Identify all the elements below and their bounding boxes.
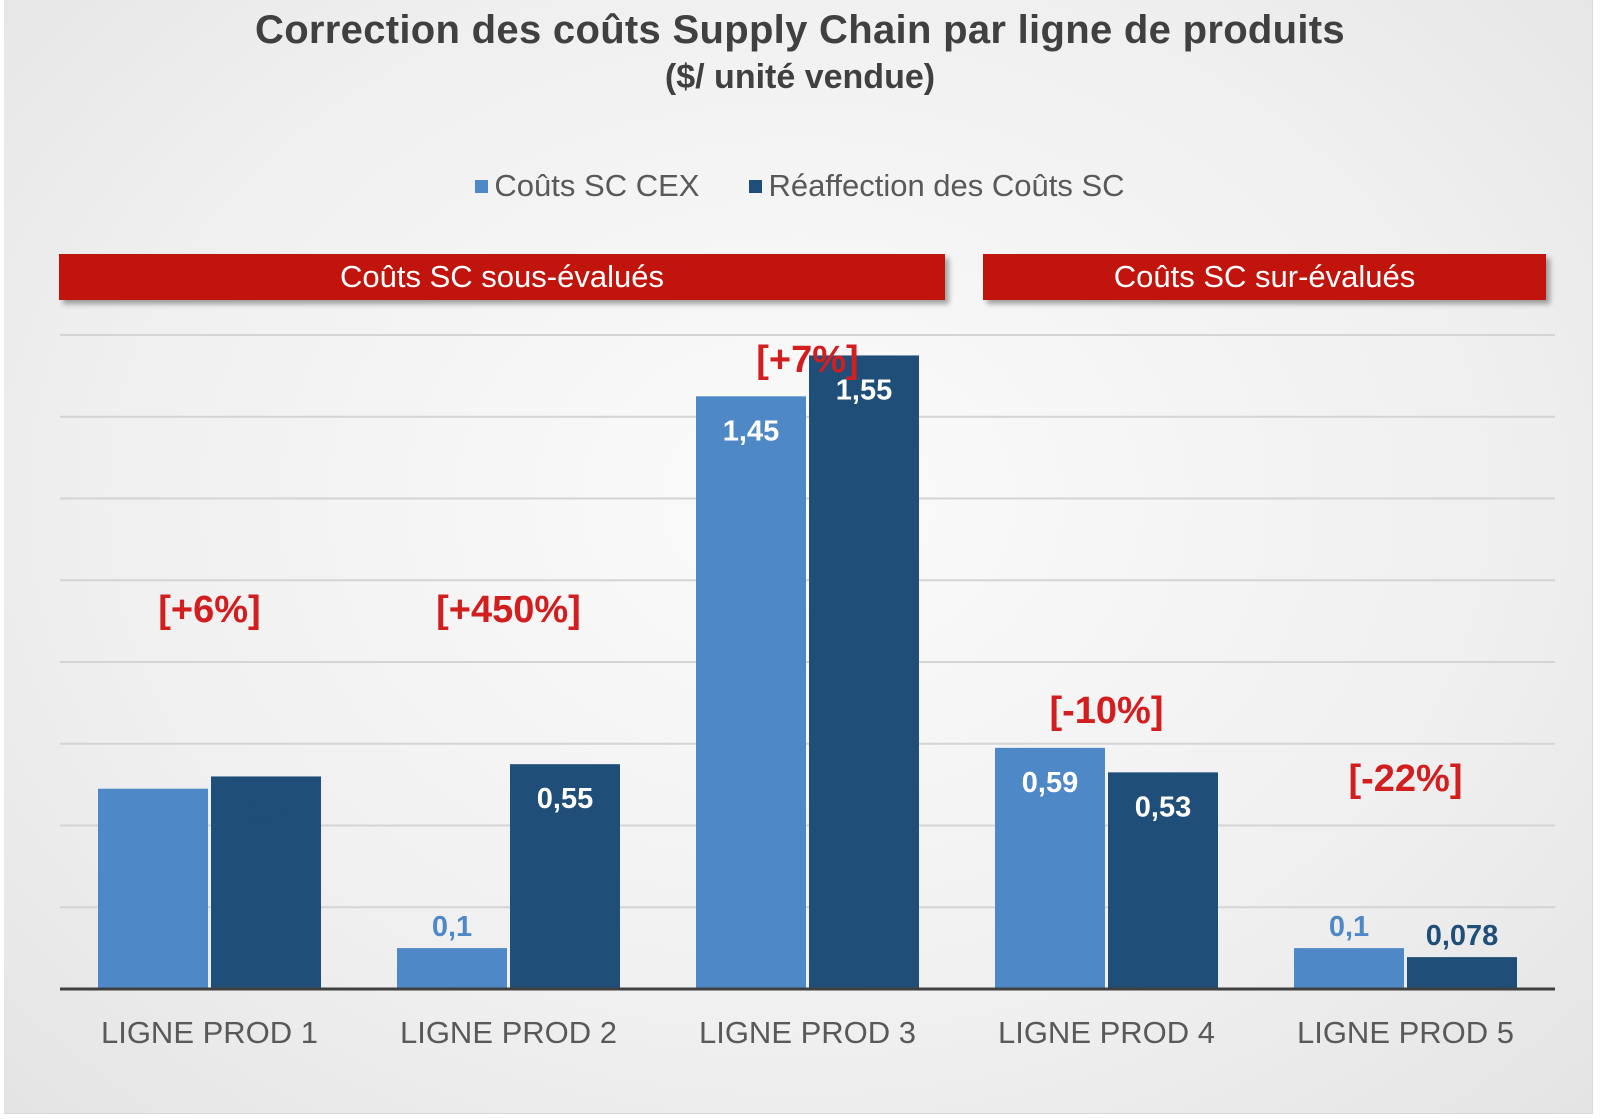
- value-label-realloc-2: 0,55: [537, 783, 593, 815]
- value-label-realloc-3: 1,55: [836, 374, 892, 406]
- variation-label-5: [-22%]: [1348, 758, 1462, 800]
- bar-cex-5: [1294, 948, 1404, 989]
- category-label-1: LIGNE PROD 1: [101, 1015, 318, 1050]
- bar-cex-2: [397, 948, 507, 989]
- bar-cex-1: [98, 788, 208, 989]
- banner-underestimated: Coûts SC sous-évalués: [59, 254, 945, 300]
- variation-label-4: [-10%]: [1049, 690, 1163, 732]
- legend-item-realloc: Réaffection des Coûts SC: [749, 168, 1125, 204]
- legend: Coûts SC CEX Réaffection des Coûts SC: [0, 168, 1600, 204]
- chart-title: Correction des coûts Supply Chain par li…: [255, 8, 1345, 52]
- bar-cex-3: [696, 396, 806, 989]
- bar-realloc-4: [1108, 772, 1218, 989]
- bar-realloc-2: [510, 764, 620, 989]
- bar-realloc-3: [809, 355, 919, 989]
- legend-label-realloc: Réaffection des Coûts SC: [768, 168, 1125, 203]
- bar-realloc-5: [1407, 957, 1517, 989]
- banner-underestimated-label: Coûts SC sous-évalués: [340, 259, 664, 294]
- chart-subtitle: ($/ unité vendue): [664, 58, 936, 96]
- category-label-2: LIGNE PROD 2: [400, 1015, 617, 1050]
- category-label-5: LIGNE PROD 5: [1297, 1015, 1514, 1050]
- variation-label-3: [+7%]: [756, 339, 858, 381]
- legend-item-cex: Coûts SC CEX: [475, 168, 699, 204]
- value-label-realloc-1: 0,52: [238, 795, 294, 827]
- category-label-3: LIGNE PROD 3: [699, 1015, 916, 1050]
- bar-cex-4: [995, 747, 1105, 989]
- legend-swatch-realloc: [749, 179, 763, 193]
- banner-overestimated: Coûts SC sur-évalués: [983, 254, 1546, 300]
- category-label-4: LIGNE PROD 4: [998, 1015, 1215, 1050]
- value-label-cex-4: 0,59: [1022, 767, 1078, 799]
- bar-realloc-1: [211, 776, 321, 989]
- banner-overestimated-label: Coûts SC sur-évalués: [1113, 259, 1416, 294]
- legend-swatch-cex: [475, 179, 489, 193]
- value-label-cex-2: 0,1: [432, 911, 472, 943]
- value-label-realloc-4: 0,53: [1135, 791, 1191, 823]
- value-label-cex-3: 1,45: [723, 415, 779, 447]
- legend-label-cex: Coûts SC CEX: [494, 168, 700, 203]
- value-label-realloc-5: 0,078: [1426, 920, 1499, 952]
- variation-label-1: [+6%]: [158, 589, 260, 631]
- variation-label-2: [+450%]: [436, 589, 581, 631]
- value-label-cex-5: 0,1: [1329, 911, 1369, 943]
- value-label-cex-1: 0,49: [125, 808, 181, 840]
